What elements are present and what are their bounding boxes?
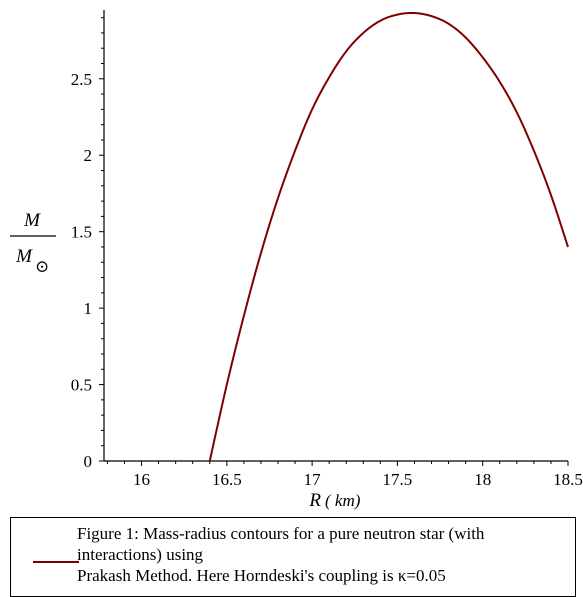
y-tick-label: 1.5	[71, 223, 92, 242]
x-tick-label: 16	[133, 470, 150, 489]
x-tick-label: 17	[304, 470, 322, 489]
legend: Figure 1: Mass-radius contours for a pur…	[10, 517, 576, 597]
y-tick-label: 0	[84, 452, 93, 471]
y-axis-label-sun-symbol: ⊙	[35, 257, 49, 276]
axis-labels: R ( km) M M ⊙	[10, 210, 361, 511]
y-tick-label: 2	[84, 146, 93, 165]
mass-radius-chart: 16 16.5 17 17.5 18 18.5 0 0.5 1 1.5 2 2.5 R ( km) …	[10, 10, 583, 511]
x-axis: 16 16.5 17 17.5 18 18.5	[106, 461, 583, 489]
x-axis-label: R	[308, 490, 321, 511]
legend-line-swatch	[33, 561, 79, 563]
x-axis-unit: ( km)	[325, 491, 361, 510]
x-tick-label: 18	[474, 470, 491, 489]
series-line	[208, 12, 569, 462]
x-tick-label: 17.5	[383, 470, 413, 489]
series-layer	[208, 12, 569, 462]
y-tick-label: 1	[84, 299, 93, 318]
y-axis-label-numerator: M	[23, 210, 41, 231]
x-tick-label: 18.5	[553, 470, 583, 489]
y-tick-label: 2.5	[71, 70, 92, 89]
legend-text: Figure 1: Mass-radius contours for a pur…	[77, 524, 485, 585]
y-axis-label-denominator: M	[15, 246, 33, 267]
plot-area	[103, 10, 568, 462]
x-tick-label: 16.5	[212, 470, 242, 489]
y-axis: 0 0.5 1 1.5 2 2.5	[71, 17, 104, 471]
y-tick-label: 0.5	[71, 376, 92, 395]
